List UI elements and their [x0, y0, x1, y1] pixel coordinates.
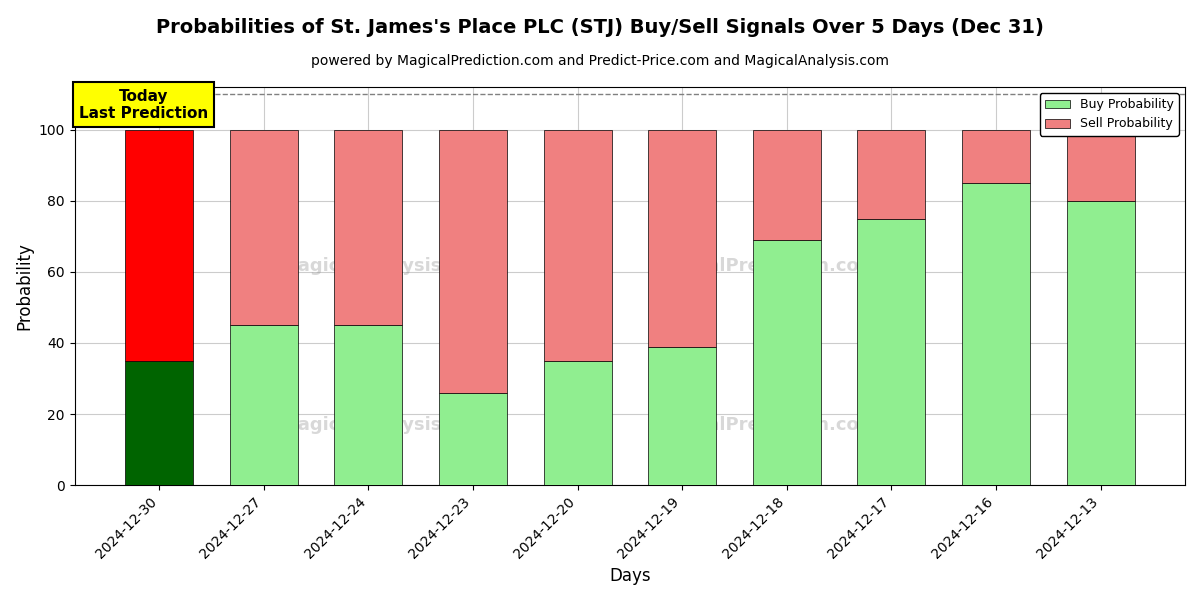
Bar [1067, 201, 1134, 485]
Bar [857, 130, 925, 218]
Bar [544, 361, 612, 485]
Bar [857, 218, 925, 485]
Text: MagicalAnalysis.com: MagicalAnalysis.com [281, 257, 491, 275]
Bar [125, 130, 193, 361]
Bar [544, 130, 612, 361]
Bar [335, 325, 402, 485]
Bar [439, 393, 506, 485]
Bar [752, 240, 821, 485]
Bar [962, 183, 1030, 485]
Legend: Buy Probability, Sell Probability: Buy Probability, Sell Probability [1040, 93, 1178, 136]
Text: MagicalAnalysis.com: MagicalAnalysis.com [281, 416, 491, 434]
Y-axis label: Probability: Probability [16, 242, 34, 330]
Text: MagicalPrediction.com: MagicalPrediction.com [648, 257, 878, 275]
Bar [648, 347, 716, 485]
Bar [648, 130, 716, 347]
Text: powered by MagicalPrediction.com and Predict-Price.com and MagicalAnalysis.com: powered by MagicalPrediction.com and Pre… [311, 54, 889, 68]
Bar [229, 130, 298, 325]
X-axis label: Days: Days [610, 567, 650, 585]
Bar [962, 130, 1030, 183]
Bar [1067, 130, 1134, 201]
Text: Today
Last Prediction: Today Last Prediction [79, 89, 208, 121]
Bar [439, 130, 506, 393]
Bar [229, 325, 298, 485]
Bar [125, 361, 193, 485]
Bar [752, 130, 821, 240]
Text: Probabilities of St. James's Place PLC (STJ) Buy/Sell Signals Over 5 Days (Dec 3: Probabilities of St. James's Place PLC (… [156, 18, 1044, 37]
Bar [335, 130, 402, 325]
Text: MagicalPrediction.com: MagicalPrediction.com [648, 416, 878, 434]
